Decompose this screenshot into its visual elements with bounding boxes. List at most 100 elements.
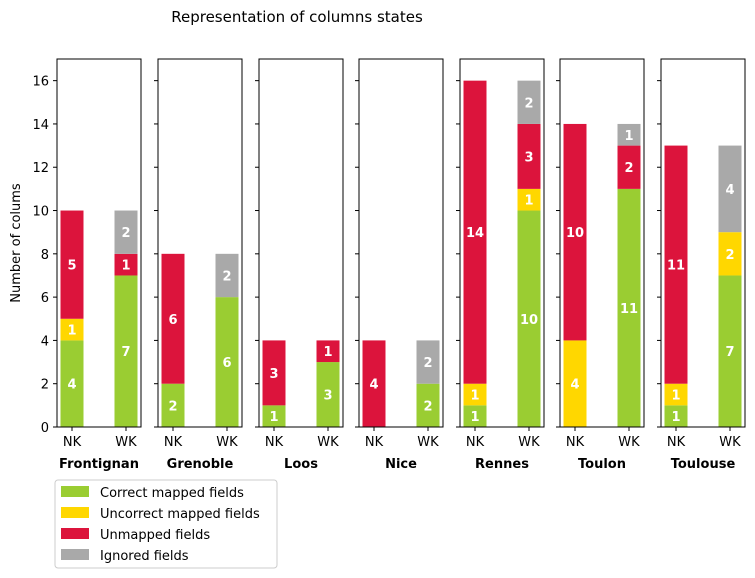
bar-value-label: 6 [222,356,231,371]
bar-segment [563,123,587,341]
bar-value-label: 4 [570,378,579,393]
panel-city-label: Nice [385,457,417,472]
panel-city-label: Toulouse [671,457,736,472]
y-tick-label: 8 [41,248,49,263]
bar-value-label: 1 [269,410,278,425]
panel-rennes: 1 1 14 NK 10 1 3 2 WK Rennes [456,58,545,472]
x-tick-label: NK [667,435,686,450]
bar-value-label: 7 [121,345,130,360]
panel-frame [459,58,545,428]
bar-segment [617,188,641,427]
bar-value-label: 1 [671,389,680,404]
bar-segment [316,340,340,363]
x-tick-label: WK [317,435,339,450]
x-tick-label: NK [566,435,585,450]
x-tick-label: WK [618,435,640,450]
x-tick-label: NK [63,435,82,450]
panel-city-label: Frontignan [59,457,139,472]
panel-frame [660,58,746,428]
bar-value-label: 2 [222,269,231,284]
bar-segment [718,275,742,427]
bar-value-label: 4 [67,378,76,393]
bar-segment [664,383,688,406]
bar-segment [262,340,286,406]
bar-segment [416,383,440,427]
y-tick-label: 0 [41,421,49,436]
bar-value-label: 2 [168,399,177,414]
panels: 415NK712WK0246810121416Frontignan26NK62W… [32,58,746,472]
y-axis-label: Number of colums [9,183,24,303]
bar-segment [161,383,185,427]
bar-value-label: 4 [369,378,378,393]
bar-value-label: 1 [121,259,130,274]
bar-value-label: 2 [121,226,130,241]
bar-value-label: 6 [168,313,177,328]
panel-toulon: 4 10 NK 11 2 1 WK Toulon [556,58,645,472]
chart-title: Representation of columns states [171,8,423,26]
bar-segment [664,145,688,384]
bar-segment [215,253,239,298]
bar-segment [718,232,742,276]
bar-segment [517,210,541,427]
bar-segment [316,362,340,427]
bar-value-label: 11 [667,259,685,274]
bar-value-label: 2 [624,161,633,176]
legend-box [54,479,278,569]
bar-value-label: 10 [520,313,538,328]
x-tick-label: WK [719,435,741,450]
legend-label: Ignored fields [100,549,189,564]
panel-frame [358,58,444,428]
panel-frame [258,58,344,428]
panel-frame [559,58,645,428]
x-tick-label: NK [265,435,284,450]
x-tick-label: WK [417,435,439,450]
bar-value-label: 5 [67,259,76,274]
bar-value-label: 3 [323,389,332,404]
x-tick-label: NK [365,435,384,450]
bar-segment [463,383,487,406]
y-tick-label: 12 [32,161,49,176]
bar-segment [617,145,641,189]
bar-segment [416,340,440,384]
bar-value-label: 1 [671,410,680,425]
bar-segment [60,210,84,319]
bar-segment [463,405,487,427]
legend-label: Correct mapped fields [100,486,244,501]
y-tick-label: 14 [32,118,49,133]
bar-value-label: 2 [524,96,533,111]
bar-value-label: 2 [725,248,734,263]
bar-value-label: 11 [620,302,638,317]
bar-value-label: 3 [269,367,278,382]
legend-label: Uncorrect mapped fields [100,507,260,522]
bar-value-label: 1 [524,194,533,209]
bar-value-label: 1 [624,129,633,144]
legend: Correct mapped fields Uncorrect mapped fi… [54,479,278,569]
panel-city-label: Grenoble [167,457,234,472]
y-tick-label: 4 [41,334,49,349]
bar-value-label: 1 [323,345,332,360]
legend-swatch [61,486,89,497]
bar-segment [60,318,84,341]
panel-loos: 1 3 NK 3 1 WK Loos [255,58,344,472]
x-tick-label: WK [518,435,540,450]
legend-label: Unmapped fields [100,528,210,543]
bar-segment [60,340,84,427]
bar-value-label: 2 [423,399,432,414]
bar-segment [664,405,688,427]
x-tick-label: WK [216,435,238,450]
legend-swatch [61,549,89,560]
bar-value-label: 10 [566,226,584,241]
bar-value-label: 2 [423,356,432,371]
panel-city-label: Loos [284,457,318,472]
bar-segment [718,145,742,233]
x-tick-label: NK [466,435,485,450]
bar-segment [114,253,138,276]
bar-segment [617,123,641,146]
y-tick-label: 10 [32,205,49,220]
bar-segment [114,275,138,427]
x-tick-label: NK [164,435,183,450]
legend-swatch [61,528,89,539]
